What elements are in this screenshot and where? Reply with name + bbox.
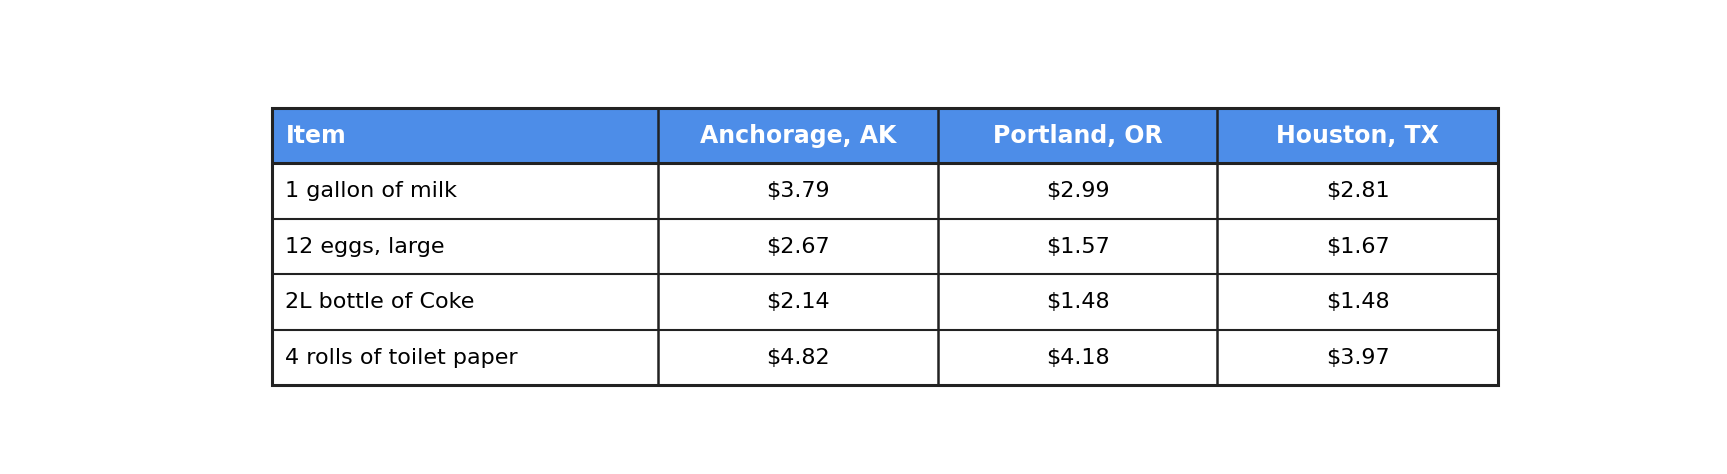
Bar bbox=[273, 164, 1497, 219]
Text: $1.67: $1.67 bbox=[1326, 237, 1390, 256]
Text: $2.67: $2.67 bbox=[767, 237, 831, 256]
Text: $2.99: $2.99 bbox=[1047, 181, 1109, 201]
Text: $4.82: $4.82 bbox=[767, 347, 831, 368]
Bar bbox=[273, 108, 1497, 164]
Bar bbox=[273, 219, 1497, 274]
Text: $1.57: $1.57 bbox=[1045, 237, 1109, 256]
Text: $3.79: $3.79 bbox=[767, 181, 831, 201]
Text: $1.48: $1.48 bbox=[1047, 292, 1109, 312]
Text: $4.18: $4.18 bbox=[1047, 347, 1109, 368]
Text: $2.14: $2.14 bbox=[767, 292, 831, 312]
Text: Anchorage, AK: Anchorage, AK bbox=[699, 124, 896, 148]
Text: 2L bottle of Coke: 2L bottle of Coke bbox=[285, 292, 475, 312]
Text: 4 rolls of toilet paper: 4 rolls of toilet paper bbox=[285, 347, 518, 368]
Text: 12 eggs, large: 12 eggs, large bbox=[285, 237, 446, 256]
Bar bbox=[273, 330, 1497, 385]
Text: $1.48: $1.48 bbox=[1326, 292, 1390, 312]
Text: Portland, OR: Portland, OR bbox=[993, 124, 1162, 148]
Text: Houston, TX: Houston, TX bbox=[1276, 124, 1439, 148]
Text: $2.81: $2.81 bbox=[1326, 181, 1390, 201]
Text: 1 gallon of milk: 1 gallon of milk bbox=[285, 181, 458, 201]
Bar bbox=[273, 274, 1497, 330]
Text: $3.97: $3.97 bbox=[1326, 347, 1390, 368]
Text: Item: Item bbox=[285, 124, 345, 148]
Bar bbox=[273, 108, 1497, 385]
